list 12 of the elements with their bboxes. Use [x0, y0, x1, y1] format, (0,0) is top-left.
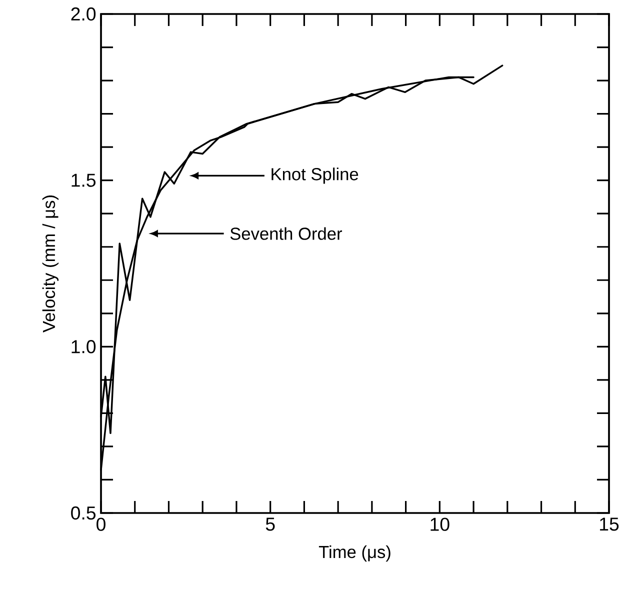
x-tick-label: 10 — [430, 518, 450, 531]
x-tick-label: 15 — [600, 518, 619, 531]
y-tick-label: 0.5 — [71, 506, 96, 520]
y-tick-label: 1.5 — [72, 174, 96, 187]
y-axis-title: Velocity (mm / μs) — [42, 196, 59, 332]
x-tick-label: 5 — [266, 518, 275, 531]
x-axis-title: Time (μs) — [318, 545, 390, 562]
x-tick-label: 0 — [96, 518, 106, 531]
y-tick-label: 2.0 — [71, 7, 96, 21]
y-tick-label: 1.0 — [72, 340, 96, 354]
annotation: Knot Spline — [272, 168, 358, 184]
annotation: Seventh Order — [230, 227, 342, 240]
